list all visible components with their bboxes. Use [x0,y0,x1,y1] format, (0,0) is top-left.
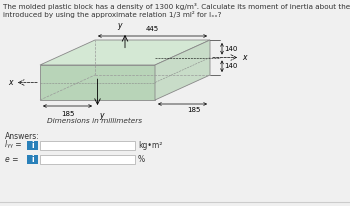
Bar [27,154,38,164]
Text: 445: 445 [146,26,159,32]
Text: 185: 185 [61,111,74,117]
Text: Answers:: Answers: [5,132,40,141]
Text: kg•m²: kg•m² [138,140,162,150]
Text: The molded plastic block has a density of 1300 kg/m³. Calculate its moment of in: The molded plastic block has a density o… [3,3,350,10]
Bar [27,140,38,150]
Text: e =: e = [5,154,19,164]
Text: i: i [31,154,34,164]
Polygon shape [40,40,210,65]
Text: 140: 140 [224,63,237,69]
Polygon shape [40,65,155,100]
Bar [40,140,135,150]
Text: y: y [99,111,104,120]
Text: 185: 185 [188,107,201,113]
Text: y: y [118,21,122,30]
Text: introduced by using the approximate relation 1/3 ml² for lₓₓ?: introduced by using the approximate rela… [3,11,222,18]
Text: x: x [242,53,246,62]
Polygon shape [155,40,210,100]
Text: Dimensions in millimeters: Dimensions in millimeters [48,118,142,124]
Text: %: % [138,154,145,164]
Text: x: x [8,78,13,87]
Bar [40,154,135,164]
Text: 140: 140 [224,46,237,52]
Text: lᵧᵧ =: lᵧᵧ = [5,140,22,150]
Text: i: i [31,140,34,150]
